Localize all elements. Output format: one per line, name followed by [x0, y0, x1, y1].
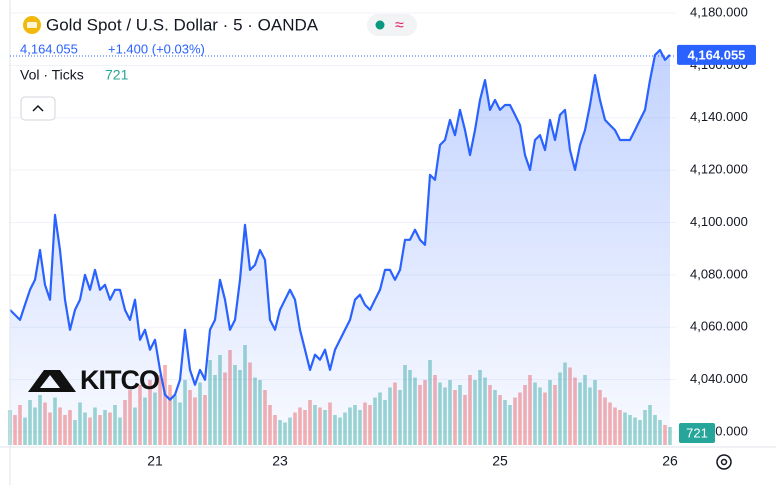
volume-last: 721 [105, 67, 129, 83]
x-tick-label: 26 [662, 453, 678, 469]
y-tick-label: 4,040.000 [690, 371, 748, 386]
y-tick-label: 4,080.000 [690, 266, 748, 281]
price-area [10, 50, 670, 445]
logo-text: KITCO [80, 365, 159, 395]
logo-mark [28, 370, 76, 392]
last-volume-box [679, 423, 715, 443]
y-tick-label: 4,180.000 [690, 5, 748, 20]
delay-icon: ≈ [395, 17, 404, 34]
collapse-icon [32, 104, 44, 112]
x-tick-label: 25 [492, 453, 508, 469]
x-tick-label: 21 [147, 453, 163, 469]
last-volume-box-label: 721 [686, 425, 708, 440]
symbol-icon-bar [27, 22, 37, 28]
last-price-box [677, 44, 756, 65]
status-pill[interactable] [367, 14, 417, 36]
price-line [9, 48, 671, 401]
y-tick-label: 4,100.000 [690, 214, 748, 229]
settings-icon[interactable] [716, 454, 732, 470]
x-tick-label: 23 [272, 453, 288, 469]
last-price: 4,164.055 [20, 41, 78, 56]
volume-legend: Vol · Ticks [20, 67, 84, 83]
y-tick-label: 4,120.000 [690, 162, 748, 177]
price-change: +1.400 (+0.03%) [108, 41, 205, 56]
plot-area [8, 12, 676, 445]
collapse-button[interactable] [20, 96, 56, 121]
market-open-dot [375, 20, 385, 30]
y-tick-label: 4,060.000 [690, 319, 748, 334]
y-tick-label: 4,140.000 [690, 109, 748, 124]
last-price-box-label: 4,164.055 [688, 47, 746, 62]
settings-icon-center [720, 458, 728, 466]
chart-title: Gold Spot / U.S. Dollar · 5 · OANDA [46, 15, 319, 34]
